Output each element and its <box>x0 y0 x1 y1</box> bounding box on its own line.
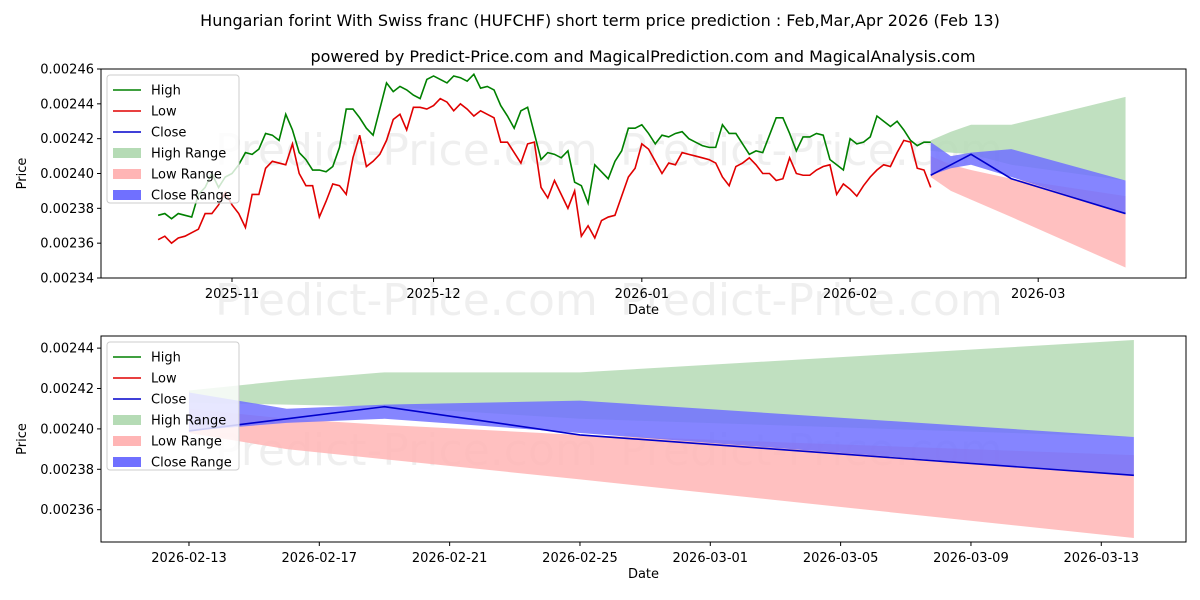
chart-subtitle: powered by Predict-Price.com and Magical… <box>310 47 975 66</box>
x-tick-label: 2026-03-01 <box>673 551 749 566</box>
legend-item: High <box>113 351 181 366</box>
watermark-text: Predict-Price.com <box>620 275 1003 326</box>
x-tick-label: 2025-11 <box>205 287 259 302</box>
high-series-line <box>157 72 931 220</box>
legend-patch-swatch <box>113 457 141 467</box>
plot-frame <box>100 335 1187 543</box>
low-range-band <box>188 408 1134 538</box>
legend-label: High Range <box>151 414 226 429</box>
legend-item: Low <box>113 105 177 120</box>
legend: High Low Close High Range Low Range Close Ran… <box>106 74 240 204</box>
x-tick-label: 2026-03 <box>1011 287 1065 302</box>
legend-label: Close <box>151 126 186 141</box>
y-axis-label: Price <box>15 158 30 190</box>
high-range-band <box>930 96 1126 181</box>
legend-item: Low Range <box>113 435 222 450</box>
y-tick-label: 0.00242 <box>40 132 94 147</box>
legend-label: High Range <box>151 147 226 162</box>
bottom-panel: 0.00236 0.00238 0.00240 0.00242 0.00244 2026-… <box>15 335 1187 582</box>
x-tick-label: 2026-02-13 <box>151 551 227 566</box>
y-tick-label: 0.00242 <box>40 382 94 397</box>
close-series-line <box>930 153 1126 215</box>
legend-label: High <box>151 84 181 99</box>
legend-label: Close Range <box>151 456 232 471</box>
y-tick-label: 0.00236 <box>40 237 94 252</box>
legend-item: High Range <box>113 414 226 429</box>
x-tick-label: 2026-01 <box>615 287 669 302</box>
top-panel: 0.00234 0.00236 0.00238 0.00240 0.00242 0.002… <box>15 63 1187 318</box>
legend-patch-swatch <box>113 436 141 446</box>
y-tick-label: 0.00238 <box>40 202 94 217</box>
plot-area <box>188 340 1134 538</box>
legend-patch-swatch <box>113 190 141 200</box>
x-tick-label: 2026-02-25 <box>542 551 618 566</box>
x-tick-label: 2026-02-17 <box>282 551 358 566</box>
legend-label: Close <box>151 393 186 408</box>
watermark-text: Predict-Price.com <box>215 125 598 176</box>
y-tick-label: 0.00246 <box>40 63 94 78</box>
legend-label: Low Range <box>151 168 222 183</box>
x-tick-label: 2026-03-05 <box>803 551 879 566</box>
x-tick-label: 2026-02-21 <box>412 551 488 566</box>
y-tick-label: 0.00244 <box>40 342 94 357</box>
legend-label: Low <box>151 372 177 387</box>
x-tick-label: 2026-03-09 <box>933 551 1009 566</box>
legend-item: Close Range <box>113 189 232 204</box>
x-axis-label: Date <box>628 303 659 318</box>
y-tick-label: 0.00238 <box>40 463 94 478</box>
low-series-line <box>157 97 932 245</box>
legend-label: Close Range <box>151 189 232 204</box>
close-series-line <box>188 405 1134 477</box>
y-tick-label: 0.00244 <box>40 97 94 112</box>
x-tick-label: 2026-02 <box>823 287 877 302</box>
legend-item: Low <box>113 372 177 387</box>
y-tick-label: 0.00234 <box>40 272 94 287</box>
legend-item: Low Range <box>113 168 222 183</box>
legend-patch-swatch <box>113 169 141 179</box>
legend-item: Close <box>113 393 186 408</box>
y-tick-label: 0.00236 <box>40 503 94 518</box>
legend-patch-swatch <box>113 148 141 158</box>
legend-label: Low <box>151 105 177 120</box>
x-tick-label: 2026-03-13 <box>1064 551 1140 566</box>
legend-item: High <box>113 84 181 99</box>
legend-item: Close Range <box>113 456 232 471</box>
legend-item: High Range <box>113 147 226 162</box>
legend: High Low Close High Range Low Range Close Ran… <box>106 341 240 471</box>
y-tick-label: 0.00240 <box>40 422 94 437</box>
high-range-band <box>188 340 1134 437</box>
watermark-text: Predict-Price.com <box>215 275 598 326</box>
x-tick-label: 2025-12 <box>406 287 460 302</box>
legend-patch-swatch <box>113 415 141 425</box>
y-axis-label: Price <box>15 423 30 455</box>
legend-label: High <box>151 351 181 366</box>
x-axis-label: Date <box>628 567 659 582</box>
chart-title: Hungarian forint With Swiss franc (HUFCH… <box>200 11 1000 30</box>
y-tick-label: 0.00240 <box>40 167 94 182</box>
low-range-band <box>930 156 1126 268</box>
legend-item: Close <box>113 126 186 141</box>
plot-area <box>157 72 1126 268</box>
legend-label: Low Range <box>151 435 222 450</box>
